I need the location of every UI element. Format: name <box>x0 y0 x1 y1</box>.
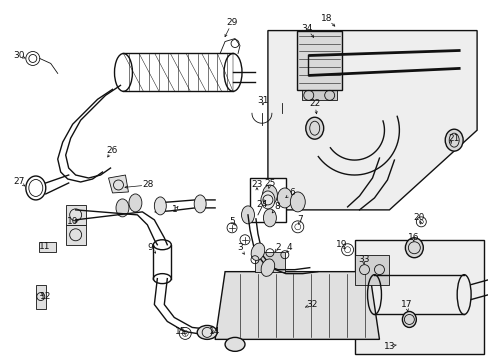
Bar <box>249 178 285 222</box>
Polygon shape <box>254 252 285 272</box>
Ellipse shape <box>277 188 292 208</box>
Text: 26: 26 <box>106 145 118 154</box>
Ellipse shape <box>305 117 323 139</box>
Polygon shape <box>354 240 483 354</box>
Ellipse shape <box>129 194 142 212</box>
Text: 25: 25 <box>264 180 275 189</box>
Text: 2: 2 <box>274 243 280 252</box>
Bar <box>296 31 341 90</box>
Text: 29: 29 <box>226 18 237 27</box>
Ellipse shape <box>263 209 276 227</box>
Text: 4: 4 <box>286 243 292 252</box>
Polygon shape <box>354 255 388 285</box>
Text: 15: 15 <box>174 327 185 336</box>
Ellipse shape <box>194 195 206 213</box>
Ellipse shape <box>261 191 274 209</box>
Text: 24: 24 <box>256 201 267 210</box>
Ellipse shape <box>402 311 415 328</box>
Text: 27: 27 <box>13 177 24 186</box>
Text: 1: 1 <box>172 206 178 215</box>
Ellipse shape <box>262 185 277 205</box>
Text: 8: 8 <box>273 202 279 211</box>
Text: 23: 23 <box>251 180 262 189</box>
Ellipse shape <box>116 199 129 217</box>
Text: 19: 19 <box>335 240 346 249</box>
Polygon shape <box>36 285 46 310</box>
Text: 32: 32 <box>305 300 317 309</box>
Text: 3: 3 <box>237 243 243 252</box>
Ellipse shape <box>154 197 166 215</box>
Ellipse shape <box>444 129 462 151</box>
Text: 5: 5 <box>229 217 234 226</box>
Text: 22: 22 <box>308 99 320 108</box>
Ellipse shape <box>261 259 274 276</box>
Text: 13: 13 <box>383 342 394 351</box>
Text: 20: 20 <box>413 213 424 222</box>
Text: 16: 16 <box>407 233 418 242</box>
Ellipse shape <box>251 243 264 260</box>
Ellipse shape <box>241 206 254 224</box>
Ellipse shape <box>224 337 244 351</box>
Ellipse shape <box>405 238 423 258</box>
Text: 7: 7 <box>296 215 302 224</box>
Text: 30: 30 <box>13 51 24 60</box>
Ellipse shape <box>197 325 217 339</box>
Polygon shape <box>267 31 476 210</box>
Text: 33: 33 <box>357 255 368 264</box>
Polygon shape <box>65 225 85 245</box>
Text: 14: 14 <box>209 327 221 336</box>
Text: 11: 11 <box>39 242 50 251</box>
Text: 34: 34 <box>301 24 312 33</box>
Polygon shape <box>108 175 128 193</box>
Text: 31: 31 <box>257 96 268 105</box>
Text: 12: 12 <box>40 292 51 301</box>
Polygon shape <box>215 272 379 339</box>
Text: 28: 28 <box>142 180 154 189</box>
Text: 17: 17 <box>400 300 411 309</box>
Text: 21: 21 <box>447 134 459 143</box>
Polygon shape <box>301 90 336 100</box>
Polygon shape <box>65 205 85 225</box>
Ellipse shape <box>290 192 305 212</box>
Text: 6: 6 <box>288 188 294 197</box>
Polygon shape <box>39 242 56 252</box>
Text: 10: 10 <box>67 217 78 226</box>
Text: 9: 9 <box>147 243 153 252</box>
Text: 18: 18 <box>320 14 332 23</box>
